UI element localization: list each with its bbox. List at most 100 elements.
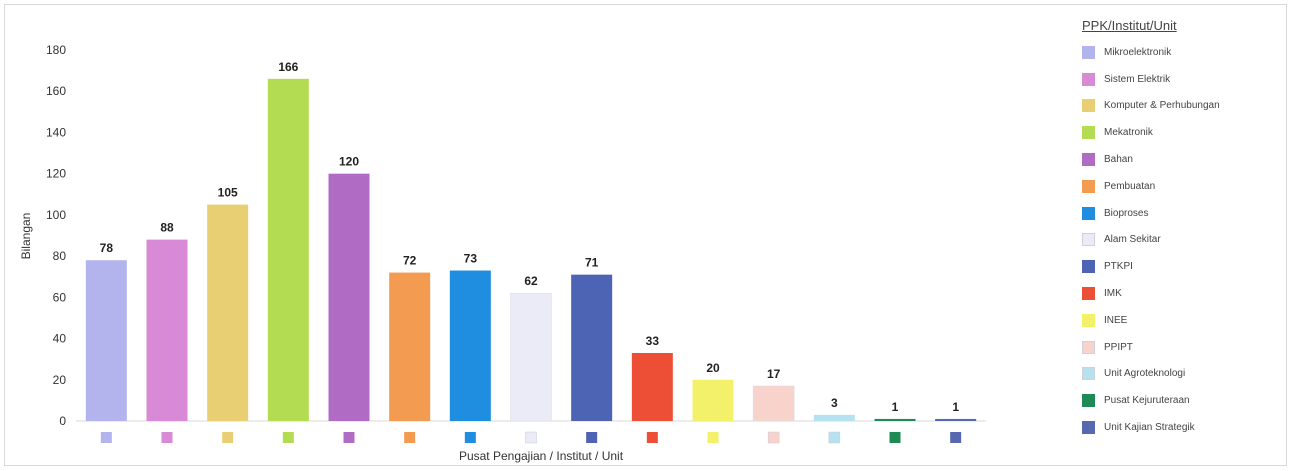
y-tick-label: 80 (53, 249, 67, 263)
legend-swatch (1082, 153, 1095, 167)
bar (389, 272, 431, 421)
legend-item: Mikroelektronik (1082, 39, 1282, 66)
data-label: 33 (646, 334, 660, 348)
bar (449, 270, 491, 421)
legend-swatch (1082, 313, 1095, 327)
category-marker (646, 432, 658, 443)
legend: PPK/Institut/Unit Mikroelektronik Sistem … (1082, 18, 1282, 441)
legend-label: INEE (1104, 314, 1128, 326)
data-label: 71 (585, 256, 599, 270)
legend-item: Pusat Kejuruteraan (1082, 387, 1282, 414)
data-label: 1 (892, 400, 899, 414)
data-label: 166 (278, 60, 298, 74)
bar (510, 292, 552, 422)
legend-swatch (1082, 206, 1095, 220)
legend-swatch (1082, 367, 1095, 381)
x-category-markers (100, 431, 962, 444)
legend-label: PPIPT (1104, 341, 1133, 353)
legend-label: Pusat Kejuruteraan (1104, 395, 1190, 407)
legend-label: Sistem Elektrik (1104, 73, 1171, 85)
bars: 78 88 105 166 120 72 73 62 71 33 20 17 3 1 1 (85, 60, 977, 422)
legend-label: Bioproses (1104, 207, 1149, 219)
category-marker (282, 432, 294, 443)
legend-swatch (1082, 421, 1095, 435)
bar (813, 414, 855, 421)
legend-item: IMK (1082, 280, 1282, 307)
category-marker (525, 431, 537, 444)
category-marker (828, 431, 841, 444)
legend-swatch (1082, 45, 1095, 59)
y-axis-label: Bilangan (19, 213, 33, 260)
legend-item: Bahan (1082, 146, 1282, 173)
data-label: 62 (524, 274, 538, 288)
data-label: 1 (952, 400, 959, 414)
category-marker (343, 432, 355, 443)
data-label: 105 (218, 186, 238, 200)
bar (874, 418, 916, 421)
legend-swatch (1082, 340, 1095, 354)
legend-item: Unit Agroteknologi (1082, 361, 1282, 388)
category-marker (767, 431, 780, 444)
legend-label: Pembuatan (1104, 180, 1156, 192)
legend-item: Bioproses (1082, 200, 1282, 227)
bar (207, 204, 249, 421)
legend-item: Sistem Elektrik (1082, 66, 1282, 93)
legend-swatch (1082, 72, 1095, 86)
bar (267, 78, 309, 421)
y-tick-label: 140 (46, 125, 66, 139)
data-label: 78 (100, 241, 114, 255)
legend-swatch (1082, 99, 1095, 113)
legend-label: Unit Agroteknologi (1104, 368, 1186, 380)
bar (85, 260, 127, 421)
x-axis-label: Pusat Pengajian / Institut / Unit (459, 449, 624, 463)
bar (752, 385, 795, 422)
legend-label: Unit Kajian Strategik (1104, 422, 1195, 434)
y-tick-label: 180 (46, 43, 66, 57)
category-marker (404, 432, 416, 443)
category-marker (889, 432, 901, 443)
y-tick-label: 120 (46, 167, 66, 181)
category-marker (100, 432, 112, 443)
data-label: 72 (403, 254, 417, 268)
legend-item: PTKPI (1082, 253, 1282, 280)
bar (146, 239, 188, 421)
legend-label: Mikroelektronik (1104, 46, 1172, 58)
legend-swatch (1082, 287, 1095, 301)
legend-item: PPIPT (1082, 334, 1282, 361)
legend-swatch (1082, 394, 1095, 408)
legend-label: PTKPI (1104, 261, 1133, 273)
y-tick-label: 100 (46, 208, 66, 222)
legend-swatch (1082, 179, 1095, 193)
legend-item: Unit Kajian Strategik (1082, 414, 1282, 441)
legend-label: Komputer & Perhubungan (1104, 100, 1220, 112)
y-tick-label: 60 (53, 290, 67, 304)
bar (692, 379, 734, 421)
legend-item: INEE (1082, 307, 1282, 334)
legend-label: Alam Sekitar (1104, 234, 1161, 246)
data-label: 20 (706, 361, 720, 375)
legend-item: Komputer & Perhubungan (1082, 93, 1282, 120)
category-marker (464, 432, 476, 443)
bar (631, 352, 673, 421)
legend-label: Bahan (1104, 154, 1133, 166)
legend-title: PPK/Institut/Unit (1082, 18, 1177, 33)
category-marker (707, 432, 719, 443)
y-tick-label: 0 (59, 414, 66, 428)
legend-swatch (1082, 233, 1095, 247)
legend-items: Mikroelektronik Sistem Elektrik Komputer &… (1082, 39, 1282, 441)
legend-item: Mekatronik (1082, 119, 1282, 146)
legend-item: Alam Sekitar (1082, 227, 1282, 254)
category-marker (161, 432, 173, 443)
category-marker (950, 432, 962, 443)
category-marker (586, 432, 598, 443)
legend-item: Pembuatan (1082, 173, 1282, 200)
data-label: 88 (160, 221, 174, 235)
data-label: 73 (464, 252, 478, 266)
bar (935, 418, 977, 421)
legend-label: IMK (1104, 288, 1122, 300)
data-label: 120 (339, 155, 359, 169)
y-tick-label: 40 (53, 332, 67, 346)
data-label: 17 (767, 367, 781, 381)
y-tick-label: 160 (46, 84, 66, 98)
